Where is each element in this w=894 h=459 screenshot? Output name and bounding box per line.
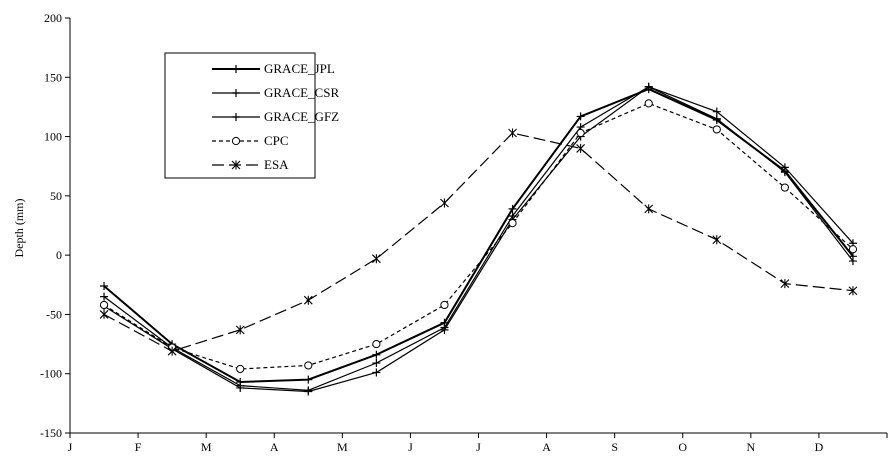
data-point bbox=[231, 136, 241, 146]
legend-item: GRACE_CSR bbox=[212, 85, 339, 100]
data-point bbox=[780, 168, 789, 177]
y-tick-label: 150 bbox=[44, 70, 62, 84]
legend-item: GRACE_JPL bbox=[212, 61, 335, 76]
data-point bbox=[712, 114, 721, 123]
data-point bbox=[440, 300, 449, 310]
x-tick-label: A bbox=[270, 440, 279, 454]
data-point bbox=[576, 143, 586, 153]
legend-item: ESA bbox=[212, 157, 289, 172]
x-tick-label: F bbox=[135, 440, 142, 454]
x-tick-label: O bbox=[678, 440, 687, 454]
series-line bbox=[103, 88, 854, 384]
series-line bbox=[103, 132, 854, 352]
data-point bbox=[372, 359, 381, 368]
x-tick-label: J bbox=[68, 440, 73, 454]
y-tick-label: -100 bbox=[40, 367, 62, 381]
data-point bbox=[371, 254, 381, 264]
x-tick-label: D bbox=[815, 440, 824, 454]
legend-item: GRACE_GFZ bbox=[212, 109, 339, 124]
y-tick-label: -50 bbox=[46, 307, 62, 321]
legend-label: GRACE_CSR bbox=[264, 85, 339, 100]
data-point bbox=[780, 279, 790, 289]
legend-label: CPC bbox=[264, 133, 289, 148]
legend-box bbox=[164, 52, 316, 179]
data-point bbox=[712, 125, 721, 134]
data-point bbox=[100, 292, 109, 301]
data-point bbox=[304, 361, 313, 370]
data-point bbox=[508, 219, 517, 228]
x-tick-label: N bbox=[746, 440, 755, 454]
x-tick-label: J bbox=[408, 440, 413, 454]
y-tick-label: 100 bbox=[44, 130, 62, 144]
data-point bbox=[848, 257, 857, 266]
series-line bbox=[103, 86, 854, 393]
axes: -150 -100 -50 0 50 100 150 200 J F M A M J J A S O N D bbox=[40, 11, 888, 454]
y-tick-label: -150 bbox=[40, 426, 62, 440]
data-point bbox=[231, 160, 241, 170]
data-point bbox=[780, 183, 789, 192]
data-point bbox=[232, 89, 240, 97]
data-point bbox=[508, 128, 517, 138]
data-point bbox=[440, 325, 449, 334]
data-point bbox=[236, 364, 245, 374]
y-tick-label: 50 bbox=[50, 189, 62, 203]
x-tick-label: M bbox=[337, 440, 348, 454]
data-point bbox=[644, 99, 653, 108]
series-layer bbox=[99, 82, 858, 396]
series-line bbox=[103, 102, 854, 370]
data-point bbox=[99, 300, 109, 310]
data-point bbox=[372, 350, 381, 359]
data-point bbox=[236, 383, 245, 392]
x-tick-label: A bbox=[542, 440, 551, 454]
data-point bbox=[576, 112, 585, 121]
legend-item: CPC bbox=[212, 133, 289, 148]
data-point bbox=[848, 286, 858, 296]
data-point bbox=[100, 281, 109, 290]
data-point bbox=[304, 387, 313, 396]
series-line bbox=[103, 86, 854, 391]
data-point bbox=[576, 128, 585, 138]
data-point bbox=[848, 245, 858, 254]
legend-label: ESA bbox=[264, 157, 289, 172]
data-point bbox=[232, 65, 240, 73]
x-tick-label: M bbox=[201, 440, 212, 454]
y-tick-label: 0 bbox=[56, 248, 62, 262]
x-tick-label: J bbox=[476, 440, 481, 454]
data-point bbox=[508, 204, 517, 213]
legend: GRACE_JPL GRACE_CSR GRACE_GFZ CPC ESA bbox=[164, 52, 339, 179]
y-tick-label: 200 bbox=[44, 11, 62, 25]
data-point bbox=[303, 295, 313, 305]
data-point bbox=[167, 346, 177, 356]
data-point bbox=[712, 107, 721, 116]
data-point bbox=[304, 375, 313, 384]
data-point bbox=[99, 309, 109, 319]
data-point bbox=[372, 339, 381, 349]
legend-label: GRACE_JPL bbox=[264, 61, 335, 76]
data-point bbox=[372, 368, 381, 377]
data-point bbox=[232, 113, 240, 121]
data-point bbox=[712, 235, 722, 245]
data-point bbox=[644, 82, 653, 91]
legend-label: GRACE_GFZ bbox=[264, 109, 339, 124]
y-axis-title: Depth (mm) bbox=[12, 199, 26, 258]
data-point bbox=[440, 198, 449, 208]
data-point bbox=[235, 325, 245, 335]
x-tick-label: S bbox=[611, 440, 618, 454]
data-point bbox=[644, 204, 654, 214]
series-esa bbox=[99, 128, 858, 356]
